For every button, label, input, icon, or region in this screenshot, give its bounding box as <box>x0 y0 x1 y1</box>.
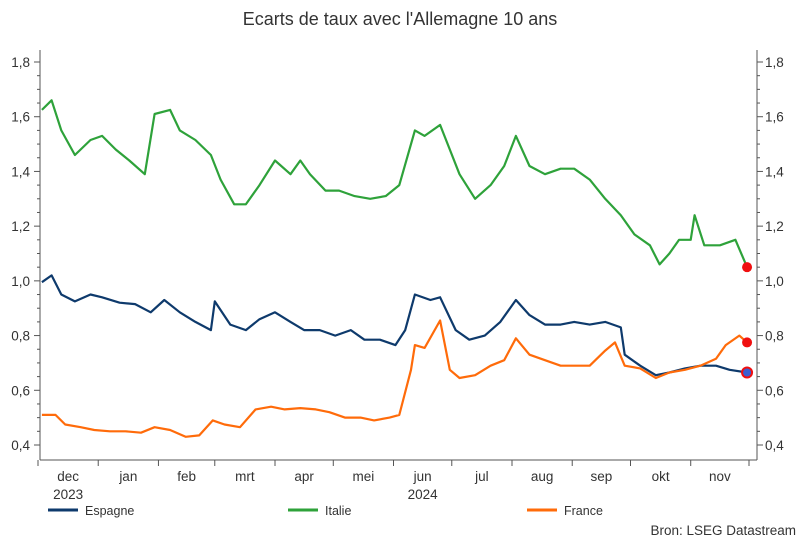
legend-label-france: France <box>564 504 603 518</box>
x-tick-label: feb <box>177 469 196 484</box>
y-tick-label-right: 1,4 <box>765 164 784 179</box>
x-tick-label: apr <box>294 469 314 484</box>
series-line-espagne <box>41 274 748 377</box>
end-marker-espagne <box>741 366 754 379</box>
y-tick-label-left: 0,8 <box>11 329 30 344</box>
series-lines <box>41 99 754 438</box>
x-tick-label: okt <box>652 469 670 484</box>
legend-label-italie: Italie <box>325 504 351 518</box>
chart-title: Ecarts de taux avec l'Allemagne 10 ans <box>243 9 558 29</box>
legend: Espagne Italie France <box>48 504 603 518</box>
x-tick-label: jan <box>118 469 137 484</box>
x-tick-label: jul <box>474 469 489 484</box>
y-tick-label-right: 1,0 <box>765 274 784 289</box>
series-line-italie <box>41 99 749 268</box>
end-marker-italie <box>742 262 753 273</box>
y-tick-label-right: 1,2 <box>765 219 784 234</box>
y-tick-label-left: 1,8 <box>11 55 30 70</box>
y-tick-label-right: 0,8 <box>765 329 784 344</box>
x-tick-label: jun <box>413 469 432 484</box>
axes: 0,4 0,4 0,6 0,6 0,8 0,8 1,0 1,0 1,2 1,2 1,4 1,4 1,6 1… <box>11 50 784 502</box>
x-tick-label: mrt <box>235 469 255 484</box>
y-tick-label-right: 1,8 <box>765 55 784 70</box>
legend-label-espagne: Espagne <box>85 504 134 518</box>
x-tick-label: sep <box>590 469 612 484</box>
x-tick-label: aug <box>531 469 554 484</box>
y-tick-label-left: 0,6 <box>11 383 30 398</box>
y-tick-label-right: 1,6 <box>765 110 784 125</box>
y-tick-label-left: 1,6 <box>11 110 30 125</box>
y-tick-label-left: 1,2 <box>11 219 30 234</box>
x-tick-label: nov <box>709 469 731 484</box>
series-line-france <box>41 319 748 438</box>
source-note: Bron: LSEG Datastream <box>650 523 796 538</box>
y-tick-label-left: 1,4 <box>11 164 30 179</box>
x-tick-label: mei <box>353 469 375 484</box>
x-year-label: 2023 <box>53 487 83 502</box>
y-tick-label-left: 1,0 <box>11 274 30 289</box>
end-marker-france <box>742 337 753 348</box>
y-tick-label-left: 0,4 <box>11 438 30 453</box>
y-tick-label-right: 0,4 <box>765 438 784 453</box>
x-year-label: 2024 <box>408 487 439 502</box>
y-tick-label-right: 0,6 <box>765 383 784 398</box>
x-tick-label: dec <box>57 469 79 484</box>
